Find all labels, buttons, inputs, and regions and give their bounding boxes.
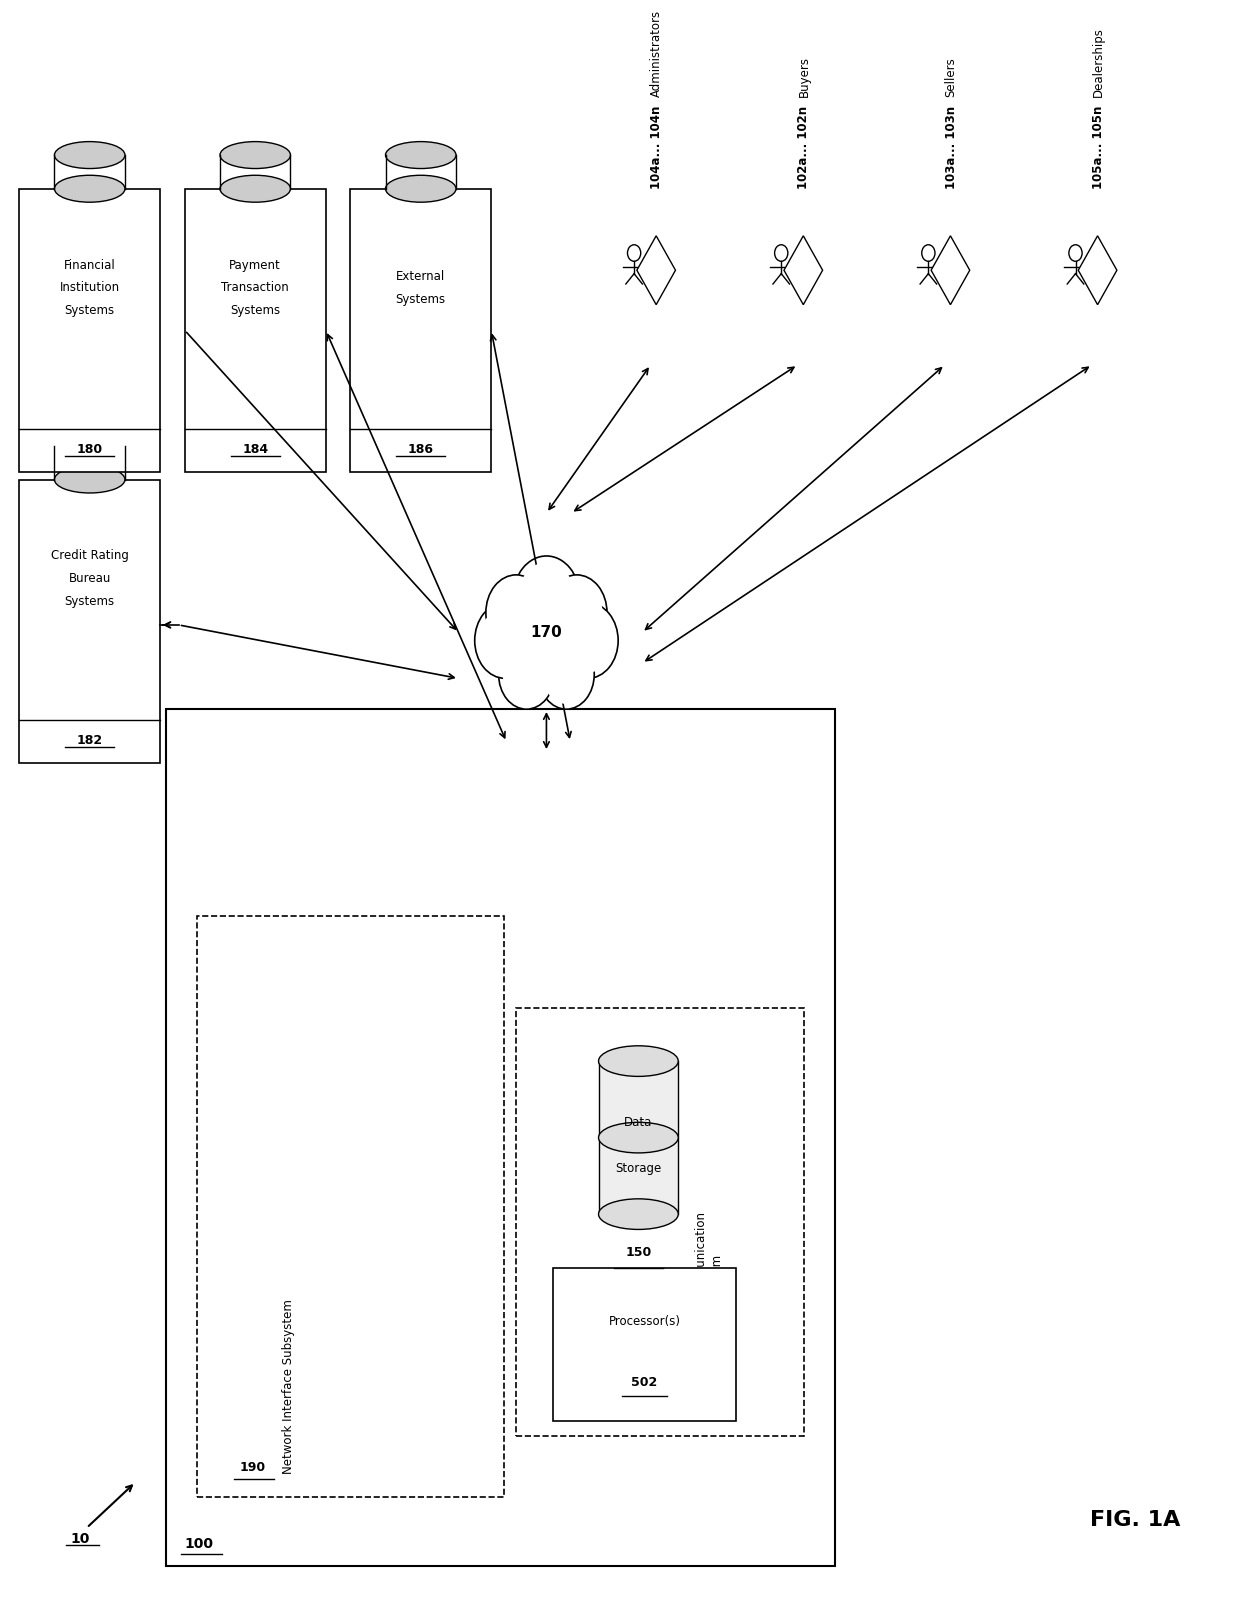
Text: 195: 195 xyxy=(696,1392,722,1405)
Circle shape xyxy=(627,244,641,261)
Text: External: External xyxy=(396,270,445,283)
Text: 182: 182 xyxy=(77,733,103,746)
Text: Systems: Systems xyxy=(396,293,446,306)
Text: 180: 180 xyxy=(77,442,103,455)
Ellipse shape xyxy=(55,141,125,168)
Ellipse shape xyxy=(219,175,290,202)
Text: Financial: Financial xyxy=(63,259,115,272)
Text: 190: 190 xyxy=(239,1462,265,1475)
Text: Bureau: Bureau xyxy=(68,572,110,584)
Text: 186: 186 xyxy=(408,442,434,455)
Circle shape xyxy=(538,640,594,709)
FancyBboxPatch shape xyxy=(599,1060,678,1214)
Text: 184: 184 xyxy=(242,442,268,455)
Text: Transaction: Transaction xyxy=(222,282,289,295)
Ellipse shape xyxy=(599,1046,678,1077)
Circle shape xyxy=(479,609,531,672)
Ellipse shape xyxy=(599,1122,678,1153)
Circle shape xyxy=(475,602,536,678)
Text: Administrators: Administrators xyxy=(650,10,663,97)
FancyBboxPatch shape xyxy=(166,709,835,1566)
Circle shape xyxy=(562,609,614,672)
Circle shape xyxy=(547,575,608,651)
Text: Dealerships: Dealerships xyxy=(1091,28,1105,97)
Circle shape xyxy=(502,644,551,704)
Polygon shape xyxy=(637,236,676,304)
Text: 502: 502 xyxy=(631,1376,657,1389)
Ellipse shape xyxy=(55,432,125,460)
Text: Systems: Systems xyxy=(64,594,115,607)
Text: Data: Data xyxy=(624,1115,652,1128)
Text: 102a... 102n: 102a... 102n xyxy=(797,105,811,189)
FancyBboxPatch shape xyxy=(553,1268,737,1421)
Text: Institution: Institution xyxy=(60,282,120,295)
Circle shape xyxy=(502,578,590,688)
Ellipse shape xyxy=(386,175,456,202)
Circle shape xyxy=(1069,244,1083,261)
Circle shape xyxy=(775,244,787,261)
Text: Dynamic Communication
Subsystem: Dynamic Communication Subsystem xyxy=(694,1211,723,1360)
Circle shape xyxy=(543,644,590,704)
Circle shape xyxy=(486,575,547,651)
Polygon shape xyxy=(784,236,822,304)
Text: Processor(s): Processor(s) xyxy=(609,1315,681,1328)
Text: Systems: Systems xyxy=(231,304,280,317)
Polygon shape xyxy=(1079,236,1117,304)
FancyBboxPatch shape xyxy=(185,189,326,471)
Text: Network Interface Subsystem: Network Interface Subsystem xyxy=(283,1300,295,1475)
Text: 105a... 105n: 105a... 105n xyxy=(1091,105,1105,189)
Circle shape xyxy=(513,555,580,640)
FancyBboxPatch shape xyxy=(19,189,160,471)
Ellipse shape xyxy=(599,1198,678,1229)
Text: Payment: Payment xyxy=(229,259,281,272)
Text: Credit Rating: Credit Rating xyxy=(51,549,129,562)
Text: Sellers: Sellers xyxy=(945,57,957,97)
Circle shape xyxy=(491,563,603,703)
Circle shape xyxy=(558,602,619,678)
Text: Systems: Systems xyxy=(64,304,115,317)
FancyBboxPatch shape xyxy=(19,479,160,763)
Polygon shape xyxy=(931,236,970,304)
FancyBboxPatch shape xyxy=(516,1007,804,1436)
Text: 170: 170 xyxy=(531,625,562,640)
Ellipse shape xyxy=(386,141,456,168)
Ellipse shape xyxy=(219,141,290,168)
Text: 104a... 104n: 104a... 104n xyxy=(650,105,663,189)
FancyBboxPatch shape xyxy=(350,189,491,471)
Text: 150: 150 xyxy=(625,1247,651,1260)
Circle shape xyxy=(921,244,935,261)
Circle shape xyxy=(518,562,575,633)
Text: 100: 100 xyxy=(185,1536,213,1551)
Text: 103a... 103n: 103a... 103n xyxy=(945,105,957,189)
Text: Storage: Storage xyxy=(615,1162,661,1175)
Text: FIG. 1A: FIG. 1A xyxy=(1090,1511,1180,1530)
Ellipse shape xyxy=(55,175,125,202)
Text: 10: 10 xyxy=(71,1532,91,1546)
FancyBboxPatch shape xyxy=(197,916,503,1498)
Ellipse shape xyxy=(55,466,125,494)
Circle shape xyxy=(498,640,554,709)
Circle shape xyxy=(551,581,603,644)
Circle shape xyxy=(490,581,542,644)
Text: Buyers: Buyers xyxy=(797,57,811,97)
